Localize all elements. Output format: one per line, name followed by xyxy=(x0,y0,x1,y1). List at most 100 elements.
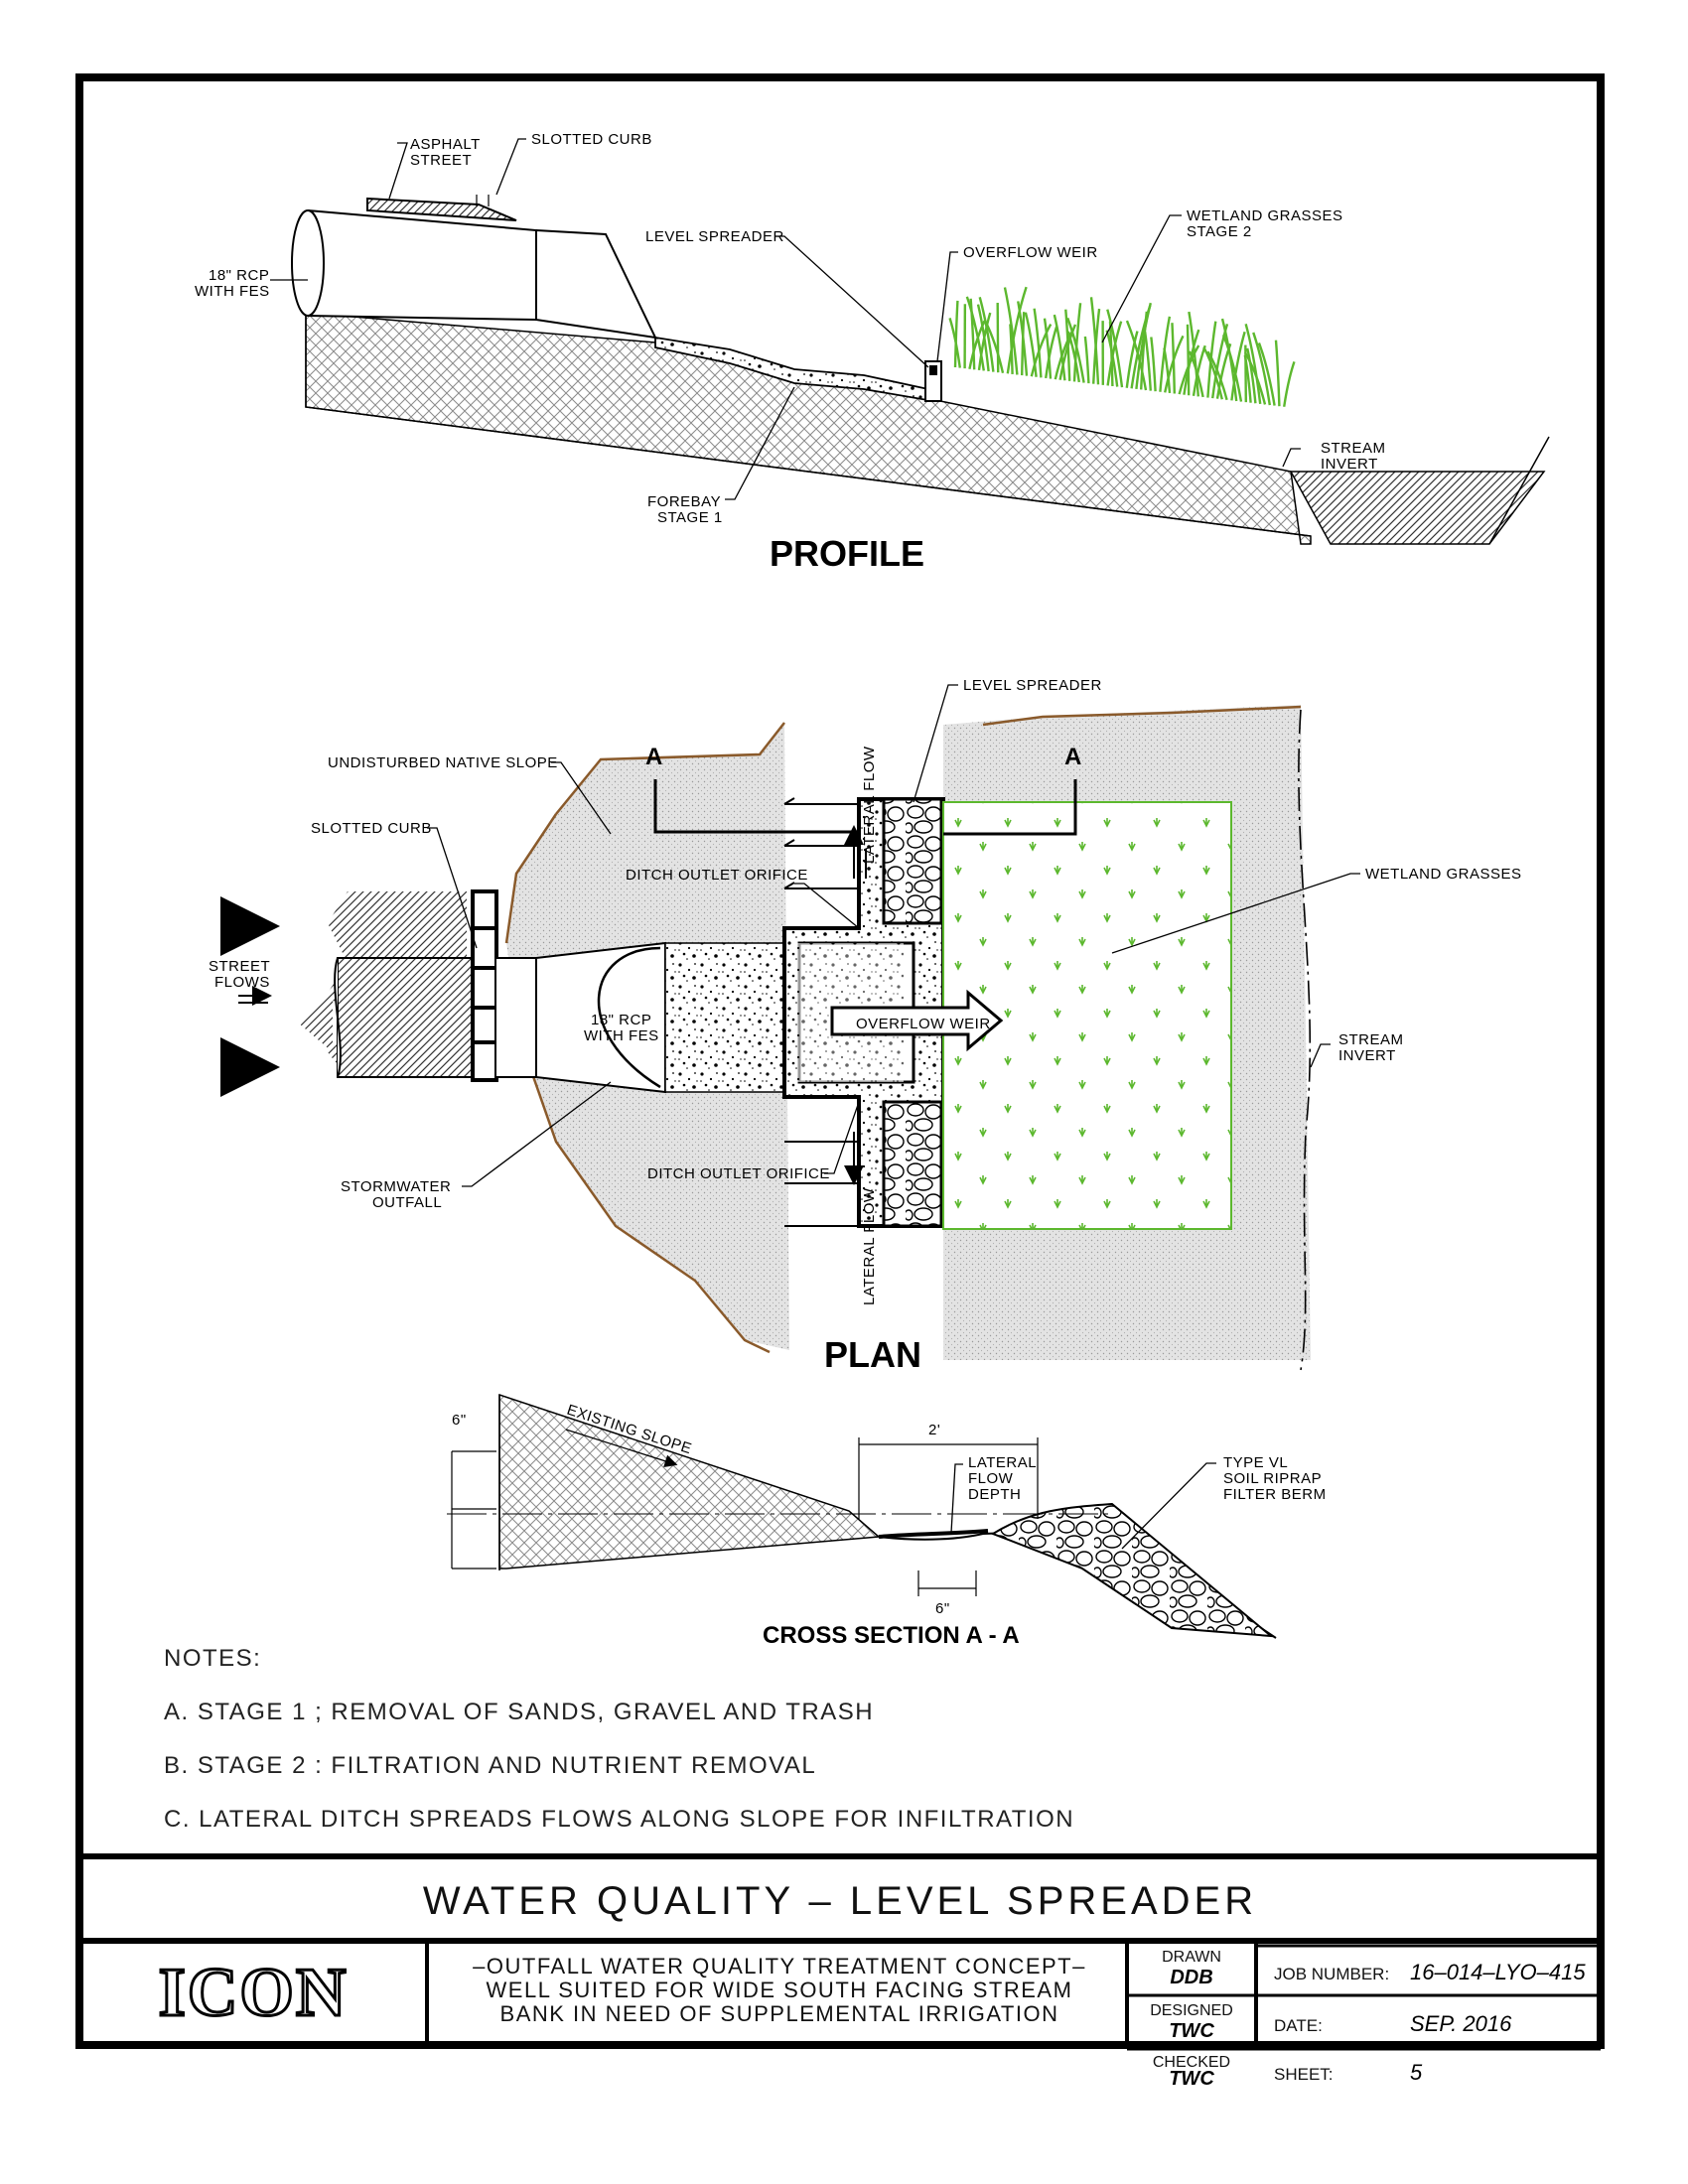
label-ditch-orifice-top: DITCH OUTLET ORIFICE xyxy=(626,867,808,884)
notes-block: NOTES: A. STAGE 1 ; REMOVAL OF SANDS, GR… xyxy=(164,1645,1074,1833)
forebay-gravel-plan xyxy=(664,942,785,1093)
description-line-3: BANK IN NEED OF SUPPLEMENTAL IRRIGATION xyxy=(500,2001,1059,2026)
label-rcp-plan-1: 18" RCP xyxy=(591,1012,651,1028)
grass-blade xyxy=(1206,350,1228,401)
grass-blade xyxy=(1243,351,1267,405)
grass-blade xyxy=(1230,331,1246,401)
label-level-spreader-profile: LEVEL SPREADER xyxy=(645,228,784,245)
label-slotted-curb-plan: SLOTTED CURB xyxy=(311,820,432,837)
label-street-flows-1: STREET xyxy=(209,958,270,975)
grass-blade xyxy=(1125,320,1148,391)
job-number-label: JOB NUMBER: xyxy=(1274,1965,1389,1983)
grass-blade xyxy=(1053,314,1066,381)
label-rcp-profile-1: 18" RCP xyxy=(209,267,269,284)
grass-blade xyxy=(1058,324,1077,380)
sheet-border xyxy=(75,73,1605,2049)
grass-blade xyxy=(983,320,1005,374)
label-level-spreader-plan: LEVEL SPREADER xyxy=(963,677,1102,694)
grass-blade xyxy=(1202,346,1223,400)
grass-blade xyxy=(1171,323,1176,394)
profile-view: ASPHALT STREET SLOTTED CURB 18" RCP WITH… xyxy=(195,131,1550,574)
grass-blade xyxy=(1017,301,1029,376)
cross-section-title: CROSS SECTION A - A xyxy=(763,1622,1020,1649)
label-wetland-grasses-profile-1: WETLAND GRASSES xyxy=(1187,207,1343,224)
label-outfall-1: STORMWATER xyxy=(341,1178,451,1195)
sheet-label: SHEET: xyxy=(1274,2065,1334,2084)
checked-value: TWC xyxy=(1169,2068,1214,2090)
label-wetland-grasses-profile-2: STAGE 2 xyxy=(1187,223,1252,240)
grass-blade xyxy=(969,298,976,370)
cross-section-ground xyxy=(498,1393,881,1570)
notes-heading: NOTES: xyxy=(164,1645,261,1672)
label-overflow-weir-plan: OVERFLOW WEIR xyxy=(856,1016,991,1032)
label-ditch-orifice-bottom: DITCH OUTLET ORIFICE xyxy=(647,1165,830,1182)
grass-blade xyxy=(1072,303,1082,382)
description-line-2: WELL SUITED FOR WIDE SOUTH FACING STREAM xyxy=(487,1978,1073,2002)
grass-blade xyxy=(1066,317,1085,383)
grass-blade xyxy=(1246,347,1257,404)
grass-blade xyxy=(1252,332,1271,406)
grass-blade xyxy=(1106,309,1124,388)
dim-6-inch-bottom: 6" xyxy=(935,1600,950,1617)
label-lateral-flow-depth-3: DEPTH xyxy=(968,1486,1021,1503)
grass-blade xyxy=(1188,350,1204,398)
grass-blade xyxy=(1003,287,1019,375)
grass-blade xyxy=(1105,330,1119,387)
lateral-flow-arrows-top xyxy=(783,797,867,889)
label-forebay-2: STAGE 1 xyxy=(657,509,723,526)
grass-blade xyxy=(1244,323,1262,405)
checked-label: CHECKED xyxy=(1153,2054,1230,2071)
label-stream-invert-plan-2: INVERT xyxy=(1338,1047,1396,1064)
label-wetland-grasses-plan: WETLAND GRASSES xyxy=(1365,866,1522,883)
label-lateral-flow-bottom: LATERAL FLOW xyxy=(861,1187,878,1305)
lateral-flow-arrows-bottom xyxy=(784,1132,864,1227)
label-rcp-plan-2: WITH FES xyxy=(584,1027,659,1044)
grass-blade xyxy=(976,304,990,372)
grass-blade xyxy=(978,297,995,372)
street-flow-arrows xyxy=(220,896,280,1097)
description-line-1: –OUTFALL WATER QUALITY TREATMENT CONCEPT… xyxy=(473,1954,1086,1979)
label-riprap-1: TYPE VL xyxy=(1223,1454,1288,1471)
asphalt-street xyxy=(366,197,517,221)
drawn-label: DRAWN xyxy=(1162,1949,1221,1966)
stream-invert-line-plan xyxy=(1298,709,1312,1371)
wetland-grasses-profile xyxy=(948,286,1296,407)
sheet-title: WATER QUALITY – LEVEL SPREADER xyxy=(423,1879,1257,1923)
date-label: DATE: xyxy=(1274,2016,1323,2035)
label-lateral-flow-top: LATERAL FLOW xyxy=(861,746,878,864)
grass-blade xyxy=(996,302,1000,373)
dim-6-inch-left: 6" xyxy=(452,1412,467,1429)
label-stream-invert-profile-2: INVERT xyxy=(1321,456,1378,473)
rcp-pipe xyxy=(307,209,537,322)
profile-ground-fill xyxy=(305,312,1312,545)
label-overflow-weir-profile: OVERFLOW WEIR xyxy=(963,244,1098,261)
designed-value: TWC xyxy=(1169,2020,1214,2042)
grass-blade xyxy=(1009,324,1014,374)
note-c: C. LATERAL DITCH SPREADS FLOWS ALONG SLO… xyxy=(164,1806,1074,1833)
label-rcp-profile-2: WITH FES xyxy=(195,283,270,300)
grass-blade xyxy=(1140,311,1149,390)
grass-blade xyxy=(1188,311,1199,397)
dim-2-ft: 2' xyxy=(928,1422,940,1438)
label-street-flows-2: FLOWS xyxy=(214,974,270,991)
grass-blade xyxy=(1125,331,1139,388)
label-undisturbed-slope: UNDISTURBED NATIVE SLOPE xyxy=(328,754,558,771)
cross-section-view: 6" EXISTING SLOPE 2' LATERAL FLOW DEPTH … xyxy=(447,1393,1326,1649)
grass-blade xyxy=(1064,309,1071,381)
grass-blade xyxy=(1186,324,1191,396)
job-number-value: 16–014–LYO–415 xyxy=(1410,1960,1586,1984)
section-a-left: A xyxy=(645,744,662,770)
grass-blade xyxy=(1143,331,1152,391)
plan-view: A A LEVEL SPREADER UNDISTURBED NATIVE SL… xyxy=(209,677,1522,1375)
lateral-flow-water xyxy=(878,1529,989,1539)
designed-label: DESIGNED xyxy=(1150,2002,1233,2019)
label-lateral-flow-depth-2: FLOW xyxy=(968,1470,1014,1487)
grass-blade xyxy=(1163,347,1172,394)
grass-blade xyxy=(1033,308,1043,378)
grass-blade xyxy=(1221,334,1243,402)
label-riprap-2: SOIL RIPRAP xyxy=(1223,1470,1322,1487)
grass-blade xyxy=(1066,331,1080,383)
slotted-curb-plan xyxy=(471,889,498,1082)
plan-title: PLAN xyxy=(824,1334,921,1375)
